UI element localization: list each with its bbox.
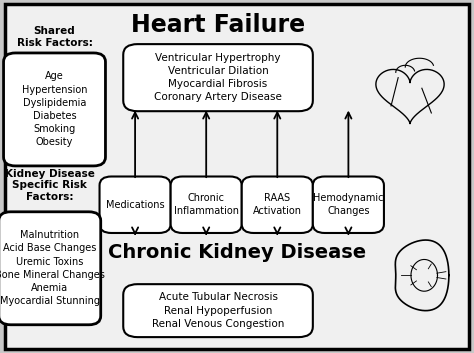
Text: Chronic Kidney Disease: Chronic Kidney Disease (108, 243, 366, 262)
FancyBboxPatch shape (4, 53, 105, 166)
FancyBboxPatch shape (171, 176, 242, 233)
Text: Malnutrition
Acid Base Changes
Uremic Toxins
Bone Mineral Changes
Anemia
Myocard: Malnutrition Acid Base Changes Uremic To… (0, 230, 105, 306)
Text: Age
Hypertension
Dyslipidemia
Diabetes
Smoking
Obesity: Age Hypertension Dyslipidemia Diabetes S… (22, 71, 87, 148)
FancyBboxPatch shape (123, 284, 313, 337)
Text: Chronic
Inflammation: Chronic Inflammation (173, 193, 239, 216)
Text: Kidney Disease
Specific Risk
Factors:: Kidney Disease Specific Risk Factors: (5, 169, 95, 202)
Text: Acute Tubular Necrosis
Renal Hypoperfusion
Renal Venous Congestion: Acute Tubular Necrosis Renal Hypoperfusi… (152, 292, 284, 329)
Text: RAAS
Activation: RAAS Activation (253, 193, 302, 216)
FancyBboxPatch shape (5, 4, 469, 349)
FancyBboxPatch shape (313, 176, 384, 233)
FancyBboxPatch shape (242, 176, 313, 233)
Text: Medications: Medications (106, 200, 164, 210)
FancyBboxPatch shape (0, 212, 100, 325)
Text: Ventricular Hypertrophy
Ventricular Dilation
Myocardial Fibrosis
Coronary Artery: Ventricular Hypertrophy Ventricular Dila… (154, 53, 282, 102)
Text: Heart Failure: Heart Failure (131, 13, 305, 37)
Text: Shared
Risk Factors:: Shared Risk Factors: (17, 26, 92, 48)
FancyBboxPatch shape (100, 176, 171, 233)
Text: Hemodynamic
Changes: Hemodynamic Changes (313, 193, 383, 216)
FancyBboxPatch shape (123, 44, 313, 111)
